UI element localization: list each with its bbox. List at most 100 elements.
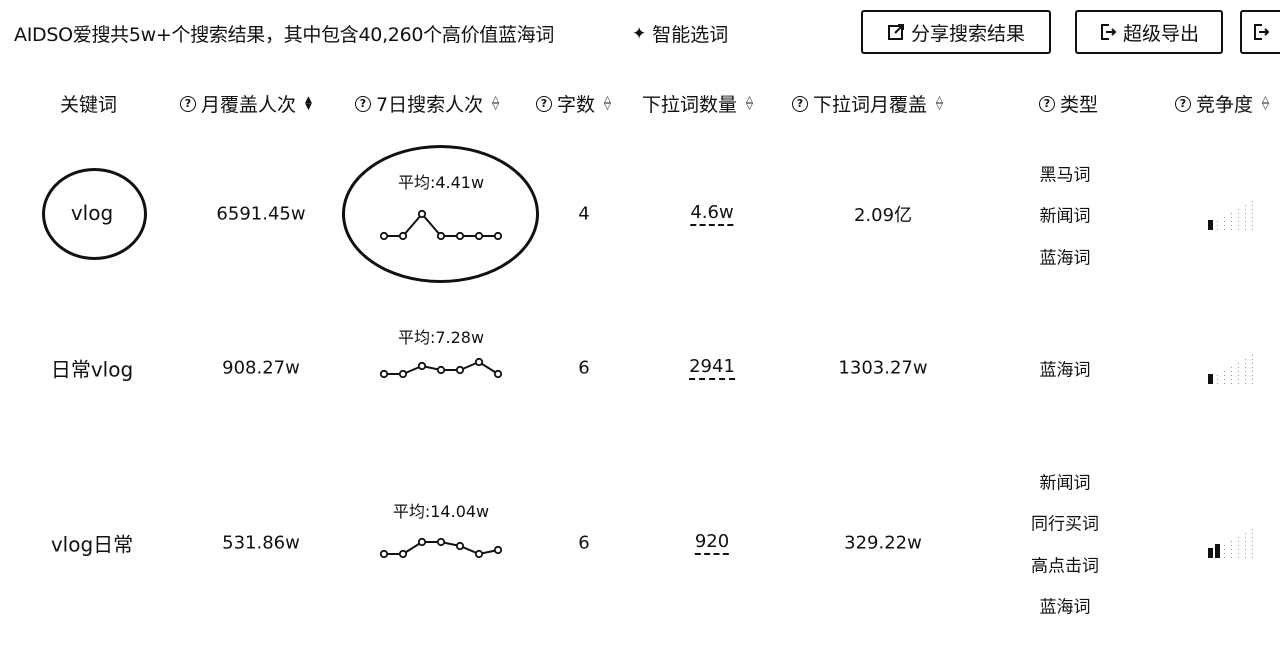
sort-icon[interactable]: △ ▽ xyxy=(746,94,753,112)
help-icon[interactable]: ? xyxy=(355,95,371,112)
type-tag: 同行买词 xyxy=(1031,514,1099,535)
trend-point xyxy=(455,365,465,375)
column-header-label: 下拉词数量 xyxy=(642,94,738,116)
column-header-label: 月覆盖人次 xyxy=(201,94,297,116)
trend-sparkline xyxy=(379,209,503,241)
monthly-coverage-cell: 908.27w xyxy=(222,357,300,379)
dropdown-count-link[interactable]: 4.6w xyxy=(690,202,734,226)
competition-bars xyxy=(1208,352,1253,384)
trend-point xyxy=(398,369,408,379)
monthly-coverage-cell: 531.86w xyxy=(222,532,300,554)
trend-average: 平均:7.28w xyxy=(397,328,485,347)
dropdown-monthly-cell: 329.22w xyxy=(844,532,922,554)
more-export-button[interactable] xyxy=(1240,10,1280,54)
column-header-chars[interactable]: ? 字数 △ ▽ xyxy=(536,90,611,117)
help-icon[interactable]: ? xyxy=(792,95,808,112)
sort-icon[interactable]: △ ▽ xyxy=(492,94,500,112)
smart-select-label: 智能选词 xyxy=(652,24,729,46)
column-header-competition[interactable]: ? 竞争度 △ ▽ xyxy=(1175,90,1269,117)
trend-point xyxy=(493,231,503,241)
super-export-label: 超级导出 xyxy=(1122,22,1199,45)
dropdown-count-link[interactable]: 2941 xyxy=(689,356,735,380)
competition-bars xyxy=(1208,198,1253,230)
trend-point xyxy=(379,231,389,241)
sparkle-icon: ✦ xyxy=(632,23,647,44)
dropdown-monthly-cell: 2.09亿 xyxy=(853,205,913,226)
highlight-circle xyxy=(42,168,147,260)
trend-point xyxy=(379,549,389,559)
competition-bar-filled xyxy=(1215,544,1220,558)
trend-point xyxy=(436,365,446,375)
trend-average: 平均:4.41w xyxy=(397,173,485,192)
competition-bar-filled xyxy=(1208,548,1213,558)
keyword-cell[interactable]: vlog xyxy=(70,201,114,225)
column-header-label: 7日搜索人次 xyxy=(376,94,484,116)
help-icon[interactable]: ? xyxy=(180,95,196,112)
char-count-cell: 6 xyxy=(578,532,590,554)
char-count-cell: 6 xyxy=(578,357,590,379)
sort-icon[interactable]: △ ▽ xyxy=(1262,94,1269,112)
type-tag: 高点击词 xyxy=(1031,556,1099,577)
competition-bars xyxy=(1208,526,1253,558)
sort-icon[interactable]: △ ▽ xyxy=(604,94,611,112)
trend-point xyxy=(379,369,389,379)
type-tag: 蓝海词 xyxy=(1039,360,1091,381)
column-header-label: 关键词 xyxy=(60,94,118,116)
help-icon[interactable]: ? xyxy=(536,95,552,112)
type-tag: 新闻词 xyxy=(1039,473,1091,494)
column-header-label: 下拉词月覆盖 xyxy=(813,94,928,116)
sort-icon[interactable]: △ ▽ xyxy=(936,94,943,112)
trend-point xyxy=(417,209,427,219)
external-link-icon xyxy=(887,24,904,40)
trend-point xyxy=(417,361,427,371)
export-icon xyxy=(1100,24,1117,40)
dropdown-monthly-cell: 1303.27w xyxy=(838,357,928,379)
column-header-label: 字数 xyxy=(557,94,596,116)
type-tag: 黑马词 xyxy=(1039,165,1091,186)
export-icon xyxy=(1254,24,1270,40)
highlight-circle xyxy=(342,145,539,283)
super-export-button[interactable]: 超级导出 xyxy=(1075,10,1223,54)
trend-point xyxy=(436,537,446,547)
column-header-type[interactable]: ? 类型 xyxy=(1039,90,1098,117)
trend-point xyxy=(474,231,484,241)
trend-point xyxy=(417,537,427,547)
trend-point xyxy=(455,231,465,241)
trend-point xyxy=(436,231,446,241)
type-tag: 蓝海词 xyxy=(1039,248,1091,269)
char-count-cell: 4 xyxy=(578,203,590,225)
column-header-dropdown-monthly[interactable]: ? 下拉词月覆盖 △ ▽ xyxy=(792,90,943,117)
trend-point xyxy=(398,231,408,241)
column-header-dropdown-count[interactable]: 下拉词数量 △ ▽ xyxy=(642,90,753,117)
column-header-label: 类型 xyxy=(1060,94,1099,116)
trend-point xyxy=(455,541,465,551)
type-tag: 蓝海词 xyxy=(1039,597,1091,618)
trend-average: 平均:14.04w xyxy=(392,502,490,521)
trend-point xyxy=(493,369,503,379)
column-header-monthly[interactable]: ? 月覆盖人次 ▲ ▼ xyxy=(180,90,312,117)
result-summary: AIDSO爱搜共5w+个搜索结果，其中包含40,260个高价值蓝海词 xyxy=(14,24,555,46)
trend-point xyxy=(398,549,408,559)
trend-point xyxy=(474,549,484,559)
dropdown-count-link[interactable]: 920 xyxy=(694,531,730,555)
share-results-button[interactable]: 分享搜索结果 xyxy=(861,10,1051,54)
monthly-coverage-cell: 6591.45w xyxy=(216,203,306,225)
help-icon[interactable]: ? xyxy=(1175,95,1191,112)
keyword-cell[interactable]: vlog日常 xyxy=(50,532,134,557)
table-header: 关键词 ? 月覆盖人次 ▲ ▼ ? 7日搜索人次 △ ▽ ? 字数 △ ▽ 下拉词数量… xyxy=(0,84,1280,120)
trend-sparkline xyxy=(379,537,503,559)
type-tag: 新闻词 xyxy=(1039,206,1091,227)
help-icon[interactable]: ? xyxy=(1039,95,1055,112)
competition-bar-filled xyxy=(1208,374,1213,384)
column-header-keyword: 关键词 xyxy=(60,90,117,117)
sort-icon[interactable]: ▲ ▼ xyxy=(305,94,312,112)
trend-point xyxy=(474,357,484,367)
column-header-label: 竞争度 xyxy=(1196,94,1254,116)
keyword-cell[interactable]: 日常vlog xyxy=(50,357,134,382)
competition-bar-filled xyxy=(1208,220,1213,230)
share-results-label: 分享搜索结果 xyxy=(910,22,1025,45)
trend-sparkline xyxy=(379,357,503,379)
column-header-7day[interactable]: ? 7日搜索人次 △ ▽ xyxy=(355,90,499,117)
top-bar: AIDSO爱搜共5w+个搜索结果，其中包含40,260个高价值蓝海词 ✦ 智能选… xyxy=(0,0,1280,66)
smart-select-link[interactable]: ✦ 智能选词 xyxy=(632,20,728,47)
